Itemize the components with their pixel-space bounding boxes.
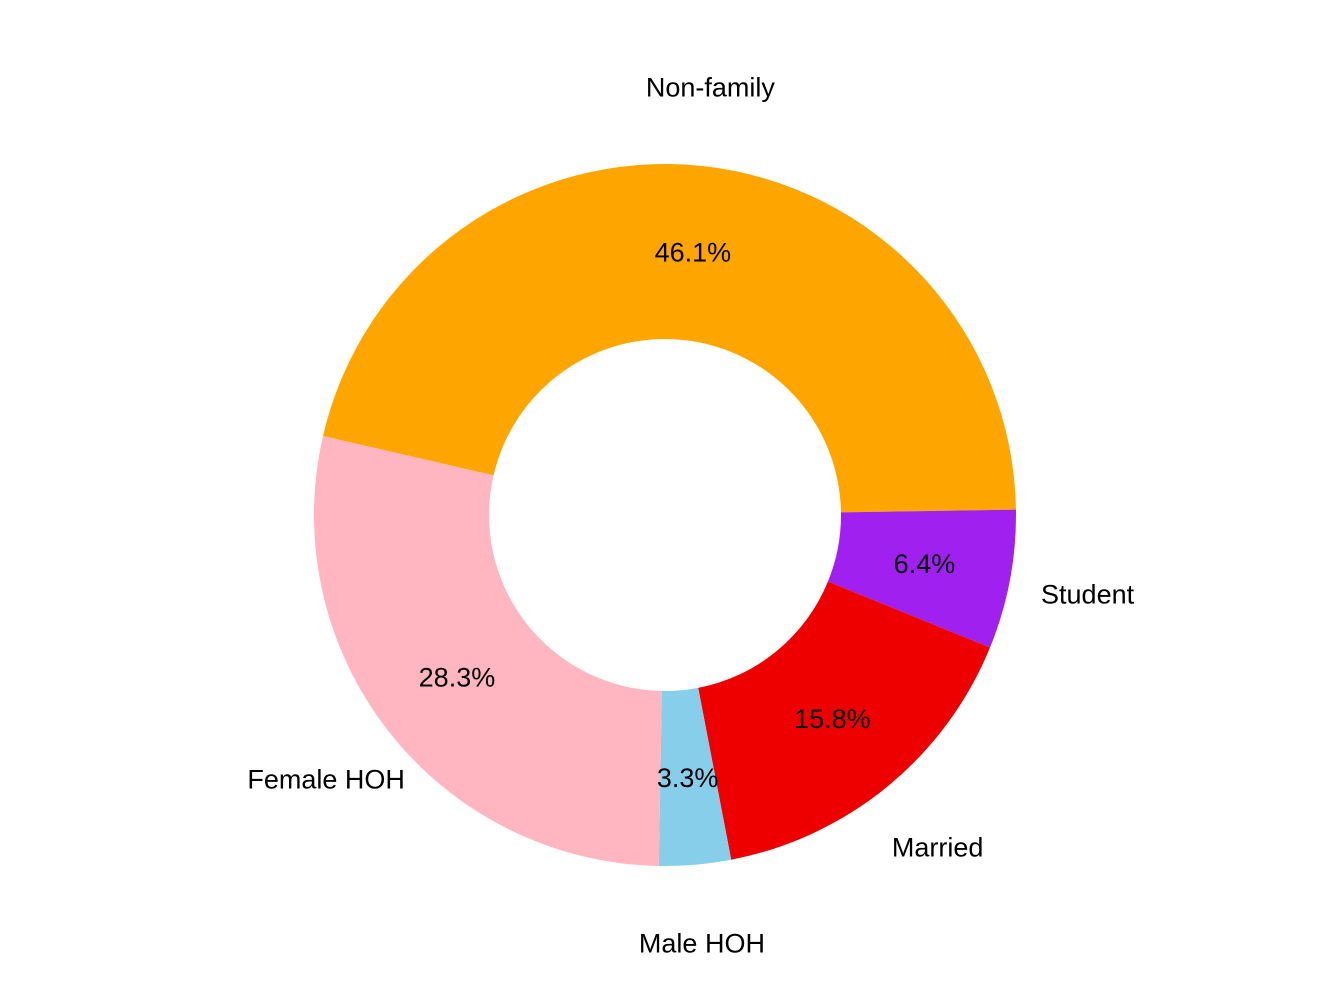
percent-labels: 46.1% 6.4% 15.8% 3.3% 28.3%: [419, 237, 956, 793]
percent-label-student: 6.4%: [894, 549, 956, 579]
category-label-female-hoh: Female HOH: [247, 765, 405, 795]
category-label-male-hoh: Male HOH: [639, 928, 765, 958]
slice-non-family: [322, 164, 1016, 513]
slice-student: [827, 509, 1016, 648]
category-label-student: Student: [1041, 580, 1135, 610]
slice-female-hoh: [313, 436, 662, 866]
percent-label-male-hoh: 3.3%: [657, 763, 719, 793]
category-labels: Non-family Student Married Male HOH Female H…: [247, 72, 1134, 958]
category-label-non-family: Non-family: [646, 72, 776, 102]
slice-male-hoh: [658, 687, 732, 866]
percent-label-female-hoh: 28.3%: [419, 663, 496, 693]
category-label-married: Married: [892, 833, 984, 863]
donut-slices: [313, 164, 1016, 866]
percent-label-married: 15.8%: [794, 704, 871, 734]
slice-married: [698, 581, 991, 860]
percent-label-non-family: 46.1%: [655, 237, 732, 267]
